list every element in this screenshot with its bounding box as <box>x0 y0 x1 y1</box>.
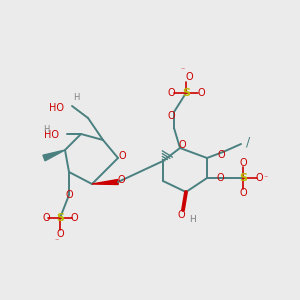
Text: S: S <box>56 213 64 223</box>
Text: ⁻: ⁻ <box>264 173 268 182</box>
Polygon shape <box>43 150 65 161</box>
Text: O: O <box>118 151 126 161</box>
Text: O: O <box>177 210 185 220</box>
Text: H: H <box>43 124 49 134</box>
Text: /: / <box>246 136 250 148</box>
Text: O: O <box>185 72 193 82</box>
Text: O: O <box>216 173 224 183</box>
Text: O: O <box>178 140 186 150</box>
Text: O: O <box>255 173 263 183</box>
Text: O: O <box>217 150 225 160</box>
Text: ⁻: ⁻ <box>181 65 185 74</box>
Text: ⁻: ⁻ <box>55 236 59 245</box>
Polygon shape <box>92 179 118 184</box>
Text: HO: HO <box>44 130 59 140</box>
Text: S: S <box>239 173 247 183</box>
Text: O: O <box>167 111 175 121</box>
Text: O: O <box>197 88 205 98</box>
Text: O: O <box>117 175 125 185</box>
Text: HO: HO <box>49 103 64 113</box>
Text: H: H <box>73 94 79 103</box>
Text: O: O <box>239 158 247 168</box>
Text: O: O <box>42 213 50 223</box>
Text: H: H <box>189 215 195 224</box>
Text: O: O <box>65 190 73 200</box>
Text: O: O <box>239 188 247 198</box>
Text: O: O <box>70 213 78 223</box>
Text: O: O <box>56 229 64 239</box>
Text: S: S <box>182 88 190 98</box>
Text: O: O <box>167 88 175 98</box>
